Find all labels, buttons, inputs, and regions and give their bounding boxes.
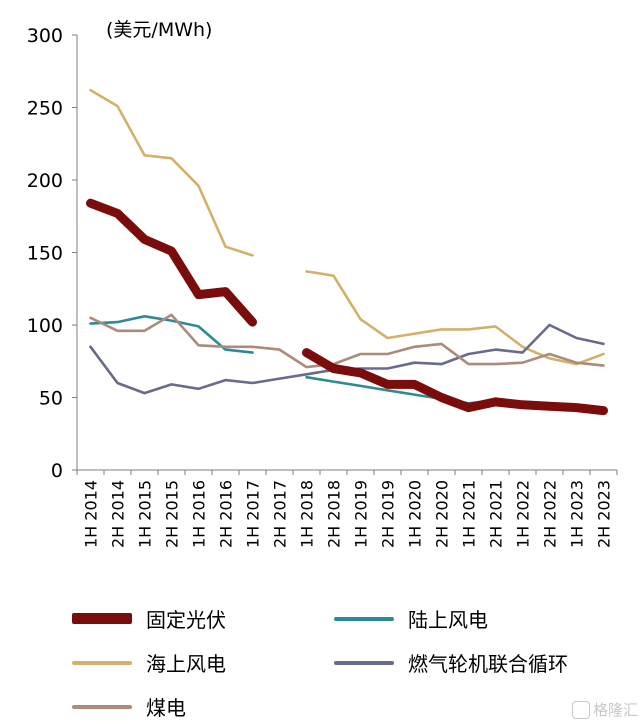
legend-label: 固定光伏 xyxy=(146,608,226,632)
legend-label: 燃气轮机联合循环 xyxy=(408,652,568,676)
x-tick-label: 1H 2023 xyxy=(568,480,587,548)
x-tick-label: 1H 2022 xyxy=(514,480,533,548)
y-tick-label: 50 xyxy=(39,388,63,410)
y-tick-label: 250 xyxy=(27,98,63,120)
x-tick-label: 1H 2016 xyxy=(190,480,209,548)
x-tick-label: 2H 2017 xyxy=(271,480,290,548)
x-tick-label: 2H 2014 xyxy=(109,480,128,548)
chart: 0 50 100 150 200 250 300 1H 2014 2H 2014 1H 2015… xyxy=(27,19,618,548)
x-tick-label: 2H 2022 xyxy=(541,480,560,548)
legend-label: 陆上风电 xyxy=(408,608,488,632)
x-tick-label: 2H 2023 xyxy=(595,480,614,548)
x-tick-label: 1H 2019 xyxy=(352,480,371,548)
y-axis: 0 50 100 150 200 250 300 xyxy=(27,25,78,482)
x-tick-label: 1H 2014 xyxy=(82,480,101,548)
series-lines xyxy=(86,88,608,416)
legend-label: 煤电 xyxy=(146,696,186,720)
legend-item-series-4: 煤电 xyxy=(72,692,186,721)
legend-swatch xyxy=(334,660,394,665)
y-tick-label: 200 xyxy=(27,170,63,192)
y-tick-label: 100 xyxy=(27,315,63,337)
series-line-1 xyxy=(89,314,254,354)
series-line-0 xyxy=(302,348,608,416)
legend-item-series-2: 海上风电 xyxy=(72,648,226,677)
x-tick-label: 2H 2015 xyxy=(163,480,182,548)
watermark-text: 格隆汇 xyxy=(592,701,638,719)
legend-swatch xyxy=(334,616,394,621)
series-line-0 xyxy=(86,198,257,327)
x-tick-label: 2H 2020 xyxy=(433,480,452,548)
x-tick-label: 2H 2019 xyxy=(379,480,398,548)
x-tick-label: 2H 2016 xyxy=(217,480,236,548)
watermark-logo-icon xyxy=(571,700,590,719)
legend-item-series-3: 燃气轮机联合循环 xyxy=(334,648,568,677)
legend-item-series-1: 陆上风电 xyxy=(334,604,488,633)
legend-item-series-0: 固定光伏 xyxy=(72,604,226,633)
x-tick-label: 1H 2018 xyxy=(298,480,317,548)
y-tick-label: 150 xyxy=(27,243,63,265)
y-tick-label: 300 xyxy=(27,25,63,47)
legend-swatch xyxy=(72,613,132,624)
series-line-4 xyxy=(89,313,605,369)
watermark: 格隆汇 xyxy=(571,699,638,720)
x-tick-label: 1H 2017 xyxy=(244,480,263,548)
x-tick-label: 2H 2018 xyxy=(325,480,344,548)
series-line-2 xyxy=(305,270,605,366)
legend-swatch xyxy=(72,660,132,665)
legend-swatch xyxy=(72,704,132,709)
x-tick-label: 1H 2021 xyxy=(460,480,479,548)
x-tick-label: 2H 2021 xyxy=(487,480,506,548)
legend-label: 海上风电 xyxy=(146,652,226,676)
y-tick-label: 0 xyxy=(51,460,63,482)
y-axis-unit: (美元/MWh) xyxy=(106,19,212,41)
x-tick-label: 1H 2020 xyxy=(406,480,425,548)
x-tick-label: 1H 2015 xyxy=(136,480,155,548)
legend: 固定光伏 陆上风电 海上风电 燃气轮机联合循环 煤电 xyxy=(0,590,644,724)
x-axis: 1H 2014 2H 2014 1H 2015 2H 2015 1H 2016 2H 20… xyxy=(76,469,618,548)
series-line-2 xyxy=(89,88,254,257)
